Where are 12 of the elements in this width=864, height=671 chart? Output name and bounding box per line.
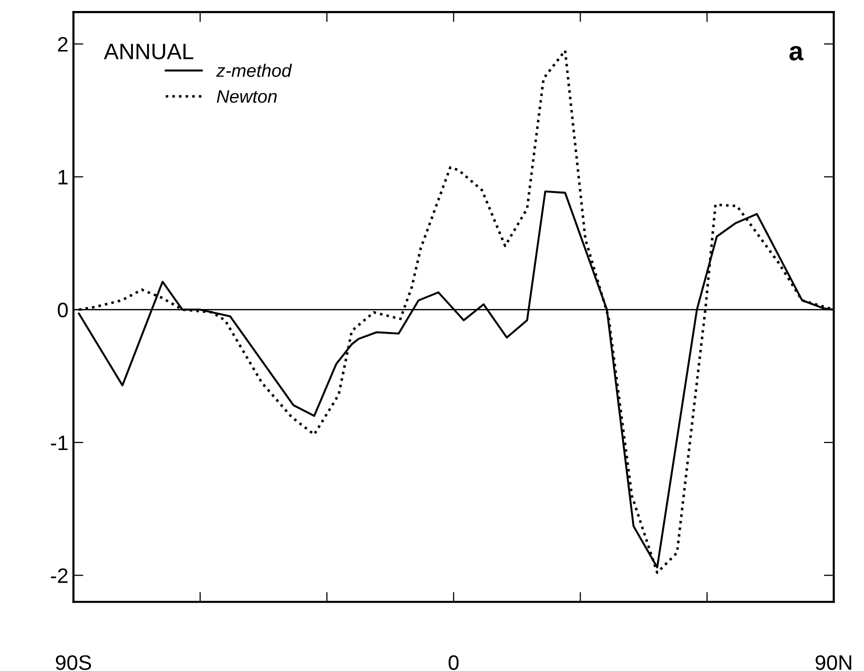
- x-tick-label: 0: [448, 655, 459, 670]
- y-tick-label: -1: [50, 436, 68, 450]
- y-tick-label: 0: [58, 302, 68, 318]
- annotation: a: [789, 46, 804, 60]
- annotation: ANNUAL: [104, 44, 194, 60]
- y-tick-label: -2: [50, 568, 68, 583]
- y-tick-label: 1: [58, 170, 68, 184]
- legend-label: Newton: [216, 90, 277, 103]
- x-tick-label: 90S: [56, 655, 92, 670]
- y-tick-label: 2: [58, 36, 68, 52]
- legend-label: z-method: [216, 64, 292, 77]
- x-tick-label: 90N: [816, 655, 852, 670]
